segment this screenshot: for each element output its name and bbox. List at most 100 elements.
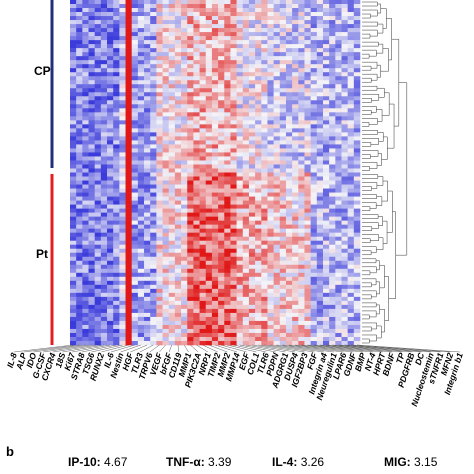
heatmap-cell	[131, 20, 139, 25]
heatmap-cell	[285, 312, 293, 318]
heatmap-cell	[310, 292, 318, 298]
heatmap-cell	[322, 244, 330, 250]
heatmap-cell	[261, 324, 268, 330]
heatmap-cell	[267, 100, 274, 105]
heatmap-cell	[150, 108, 157, 113]
heatmap-cell	[144, 320, 151, 326]
heatmap-cell	[224, 108, 231, 113]
heatmap-cell	[224, 152, 231, 157]
heatmap-cell	[292, 232, 299, 237]
heatmap-cell	[107, 280, 114, 286]
heatmap-cell	[187, 324, 194, 330]
heatmap-cell	[82, 284, 89, 290]
heatmap-cell	[88, 292, 95, 298]
heatmap-cell	[199, 144, 207, 149]
heatmap-cell	[168, 60, 176, 65]
heatmap-cell	[341, 104, 348, 109]
heatmap-cell	[199, 256, 207, 262]
heatmap-cell	[273, 116, 281, 121]
heatmap-cell	[113, 56, 120, 61]
heatmap-cell	[347, 40, 355, 45]
heatmap-cell	[298, 32, 305, 37]
heatmap-cell	[205, 336, 213, 342]
heatmap-cell	[199, 200, 207, 205]
heatmap-cell	[82, 24, 89, 29]
heatmap-cell	[70, 152, 77, 157]
gene-leader-line	[91, 344, 123, 353]
heatmap-cell	[353, 212, 361, 217]
heatmap-cell	[304, 300, 311, 306]
heatmap-cell	[230, 296, 237, 302]
heatmap-cell	[125, 300, 132, 306]
heatmap-cell	[218, 288, 225, 294]
heatmap-cell	[181, 116, 188, 121]
gene-label: IL-8	[5, 351, 19, 369]
heatmap-cell	[205, 308, 213, 314]
heatmap-cell	[353, 156, 361, 161]
heatmap-cell	[267, 76, 274, 81]
heatmap-cell	[353, 40, 361, 45]
heatmap-cell	[255, 336, 262, 342]
heatmap-cell	[353, 140, 361, 145]
heatmap-cell	[113, 248, 120, 254]
heatmap-cell	[94, 116, 102, 121]
heatmap-cell	[341, 272, 348, 278]
heatmap-cell	[248, 44, 256, 49]
heatmap-cell	[181, 300, 188, 306]
heatmap-cell	[144, 124, 151, 129]
heatmap-cell	[316, 208, 324, 213]
heatmap-cell	[335, 128, 342, 133]
heatmap-cell	[137, 240, 145, 246]
heatmap-cell	[248, 312, 256, 318]
heatmap-cell	[292, 320, 299, 326]
heatmap-cell	[261, 140, 268, 145]
heatmap-cell	[199, 128, 207, 133]
heatmap-cell	[310, 44, 318, 49]
heatmap-cell	[236, 196, 244, 201]
heatmap-cell	[255, 252, 262, 258]
heatmap-cell	[162, 256, 170, 262]
heatmap-cell	[273, 224, 281, 229]
heatmap-cell	[205, 80, 213, 85]
heatmap-cell	[329, 28, 336, 33]
heatmap-cell	[88, 16, 95, 21]
heatmap-cell	[100, 92, 108, 97]
heatmap-cell	[76, 336, 83, 342]
heatmap-cell	[187, 188, 194, 193]
heatmap-cell	[304, 340, 311, 346]
heatmap-cell	[255, 296, 262, 302]
heatmap-cell	[285, 288, 293, 294]
heatmap-cell	[125, 168, 132, 173]
heatmap-cell	[316, 232, 324, 237]
heatmap-cell	[100, 0, 108, 5]
heatmap-cell	[193, 96, 200, 101]
heatmap-cell	[341, 252, 348, 258]
heatmap-cell	[335, 52, 342, 57]
heatmap-cell	[304, 188, 311, 193]
heatmap-cell	[236, 136, 244, 141]
heatmap-cell	[107, 44, 114, 49]
heatmap-cell	[193, 144, 200, 149]
heatmap-cell	[144, 64, 151, 69]
heatmap-cell	[125, 280, 132, 286]
heatmap-cell	[193, 248, 200, 254]
heatmap-cell	[187, 88, 194, 93]
heatmap-cell	[76, 68, 83, 73]
heatmap-cell	[341, 292, 348, 298]
heatmap-cell	[298, 4, 305, 9]
heatmap-cell	[70, 196, 77, 201]
heatmap-cell	[119, 24, 126, 29]
heatmap-cell	[236, 180, 244, 185]
heatmap-cell	[199, 96, 207, 101]
heatmap-cell	[316, 292, 324, 298]
heatmap-cell	[82, 108, 89, 113]
heatmap-cell	[174, 172, 182, 177]
heatmap-cell	[347, 4, 355, 9]
heatmap-cell	[199, 168, 207, 173]
heatmap-cell	[285, 116, 293, 121]
heatmap-cell	[168, 64, 176, 69]
heatmap-cell	[131, 228, 139, 233]
heatmap-cell	[100, 88, 108, 93]
heatmap-cell	[329, 48, 336, 53]
heatmap-cell	[131, 216, 139, 221]
